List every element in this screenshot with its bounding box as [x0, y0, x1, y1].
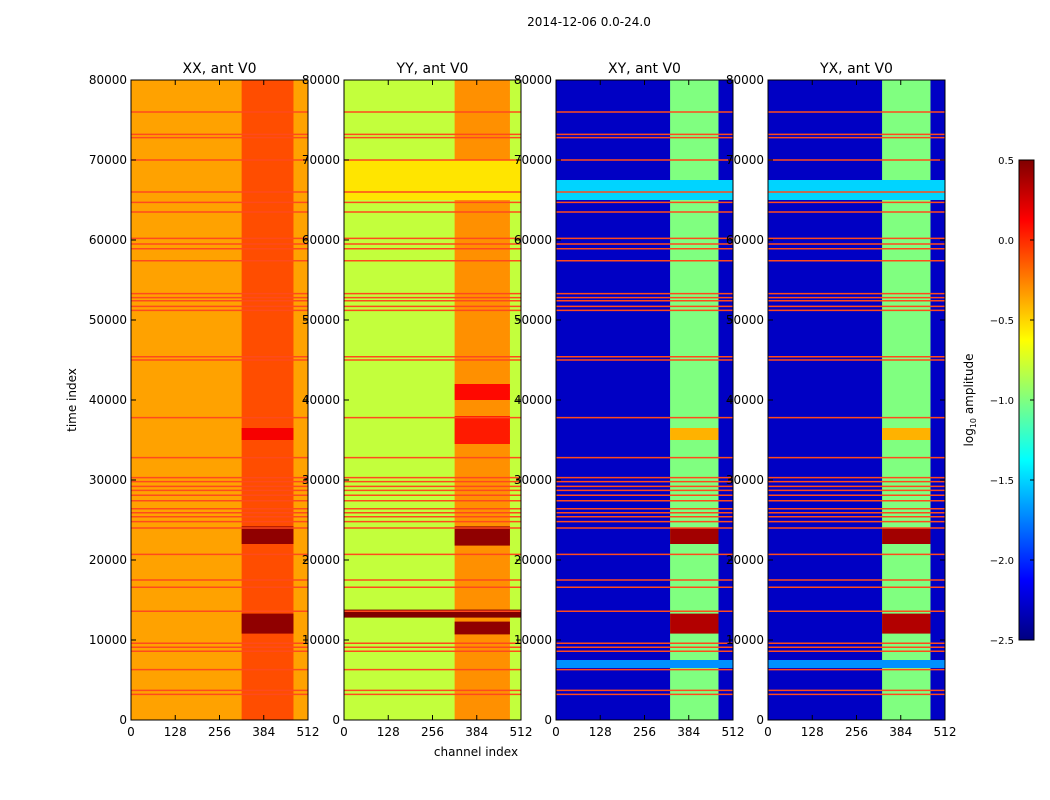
y-tick-label: 0	[756, 713, 764, 727]
heatmap-feature	[241, 526, 294, 544]
heatmap-feature	[344, 609, 521, 618]
y-tick-label: 80000	[726, 73, 764, 87]
x-tick-label: 128	[164, 725, 187, 739]
x-tick-label: 384	[677, 725, 700, 739]
x-tick-label: 0	[764, 725, 772, 739]
y-tick-label: 30000	[514, 473, 552, 487]
x-tick-label: 128	[377, 725, 400, 739]
colorbar-tick-label: −2.0	[990, 556, 1014, 567]
y-tick-label: 30000	[726, 473, 764, 487]
heatmap-feature	[882, 613, 931, 634]
y-tick-label: 50000	[726, 313, 764, 327]
heatmap-feature	[882, 428, 931, 440]
heatmap-feature	[768, 660, 945, 668]
y-tick-label: 60000	[726, 233, 764, 247]
y-tick-label: 0	[119, 713, 127, 727]
y-tick-label: 40000	[302, 393, 340, 407]
y-tick-label: 70000	[726, 153, 764, 167]
rfi-band	[241, 80, 294, 720]
x-tick-label: 512	[722, 725, 745, 739]
y-tick-label: 10000	[726, 633, 764, 647]
heatmap-feature	[454, 526, 510, 546]
y-tick-label: 30000	[302, 473, 340, 487]
heatmap-feature	[882, 528, 931, 544]
x-tick-label: 128	[589, 725, 612, 739]
y-tick-label: 80000	[302, 73, 340, 87]
y-tick-label: 10000	[302, 633, 340, 647]
panel-title: XY, ant V0	[608, 61, 681, 77]
panel-xx: XX, ant V0 0 128 256 384 512 0 10000 20000 30000 4…	[89, 61, 320, 739]
y-tick-label: 40000	[89, 393, 127, 407]
y-tick-label: 50000	[302, 313, 340, 327]
x-axis-label: channel index	[434, 745, 518, 759]
x-tick-label: 384	[889, 725, 912, 739]
y-tick-label: 10000	[514, 633, 552, 647]
colorbar-tick-label: 0.0	[998, 236, 1014, 247]
y-tick-label: 60000	[89, 233, 127, 247]
y-tick-label: 70000	[302, 153, 340, 167]
colorbar-tick-label: −1.0	[990, 396, 1014, 407]
y-tick-label: 20000	[302, 553, 340, 567]
y-tick-label: 20000	[89, 553, 127, 567]
x-tick-label: 512	[510, 725, 533, 739]
y-tick-label: 80000	[89, 73, 127, 87]
heatmap-feature	[670, 428, 719, 440]
x-tick-label: 256	[208, 725, 231, 739]
y-axis-label: time index	[65, 368, 79, 432]
x-tick-label: 128	[801, 725, 824, 739]
colorbar-tick-label: −0.5	[990, 316, 1014, 327]
x-tick-label: 256	[845, 725, 868, 739]
heatmap-feature	[241, 428, 294, 440]
colorbar-label: log10 amplitude	[962, 354, 978, 447]
panel-yy: YY, ant V0 0 128 256 384 512 0 10000 20000 30000 4…	[302, 61, 533, 739]
heatmap-feature	[241, 613, 294, 634]
y-tick-label: 40000	[514, 393, 552, 407]
heatmap-feature	[556, 180, 733, 200]
figure-title: 2014-12-06 0.0-24.0	[527, 15, 651, 29]
y-tick-label: 0	[332, 713, 340, 727]
y-tick-label: 40000	[726, 393, 764, 407]
colorbar-tick-label: 0.5	[998, 156, 1014, 167]
heatmap-feature	[768, 180, 945, 200]
x-tick-label: 384	[465, 725, 488, 739]
y-tick-label: 30000	[89, 473, 127, 487]
y-tick-label: 50000	[514, 313, 552, 327]
heatmap-feature	[670, 528, 719, 544]
y-tick-label: 20000	[726, 553, 764, 567]
panel-yx: YX, ant V0 0 128 256 384 512 0 10000 20000 30000 4…	[726, 61, 957, 739]
panel-title: YX, ant V0	[819, 61, 893, 77]
x-tick-label: 0	[127, 725, 135, 739]
heatmap-feature	[454, 416, 510, 444]
x-tick-label: 0	[552, 725, 560, 739]
panel-title: YY, ant V0	[396, 61, 469, 77]
y-tick-label: 0	[544, 713, 552, 727]
y-tick-label: 10000	[89, 633, 127, 647]
y-tick-label: 80000	[514, 73, 552, 87]
x-tick-label: 256	[633, 725, 656, 739]
x-tick-label: 384	[252, 725, 275, 739]
heatmap-feature	[670, 613, 719, 634]
x-tick-label: 0	[340, 725, 348, 739]
y-tick-label: 50000	[89, 313, 127, 327]
heatmap-feature	[344, 160, 521, 200]
y-tick-label: 70000	[514, 153, 552, 167]
y-tick-label: 70000	[89, 153, 127, 167]
y-tick-label: 60000	[514, 233, 552, 247]
heatmap-feature	[556, 660, 733, 668]
heatmap-feature	[454, 621, 510, 635]
heatmap-feature	[454, 384, 510, 400]
panel-title: XX, ant V0	[183, 61, 257, 77]
x-tick-label: 512	[297, 725, 320, 739]
colorbar-tick-label: −2.5	[990, 636, 1014, 647]
x-tick-label: 256	[421, 725, 444, 739]
heatmap-panels: XX, ant V0 0 128 256 384 512 0 10000 20000 30000 4…	[89, 61, 957, 739]
y-tick-label: 20000	[514, 553, 552, 567]
x-tick-label: 512	[934, 725, 957, 739]
colorbar-tick-label: −1.5	[990, 476, 1014, 487]
y-tick-label: 60000	[302, 233, 340, 247]
panel-xy: XY, ant V0 0 128 256 384 512 0 10000 20000 30000 4…	[514, 61, 745, 739]
colorbar: 0.5 0.0 −0.5 −1.0 −1.5 −2.0 −2.5 log10 amplitud…	[962, 156, 1035, 647]
